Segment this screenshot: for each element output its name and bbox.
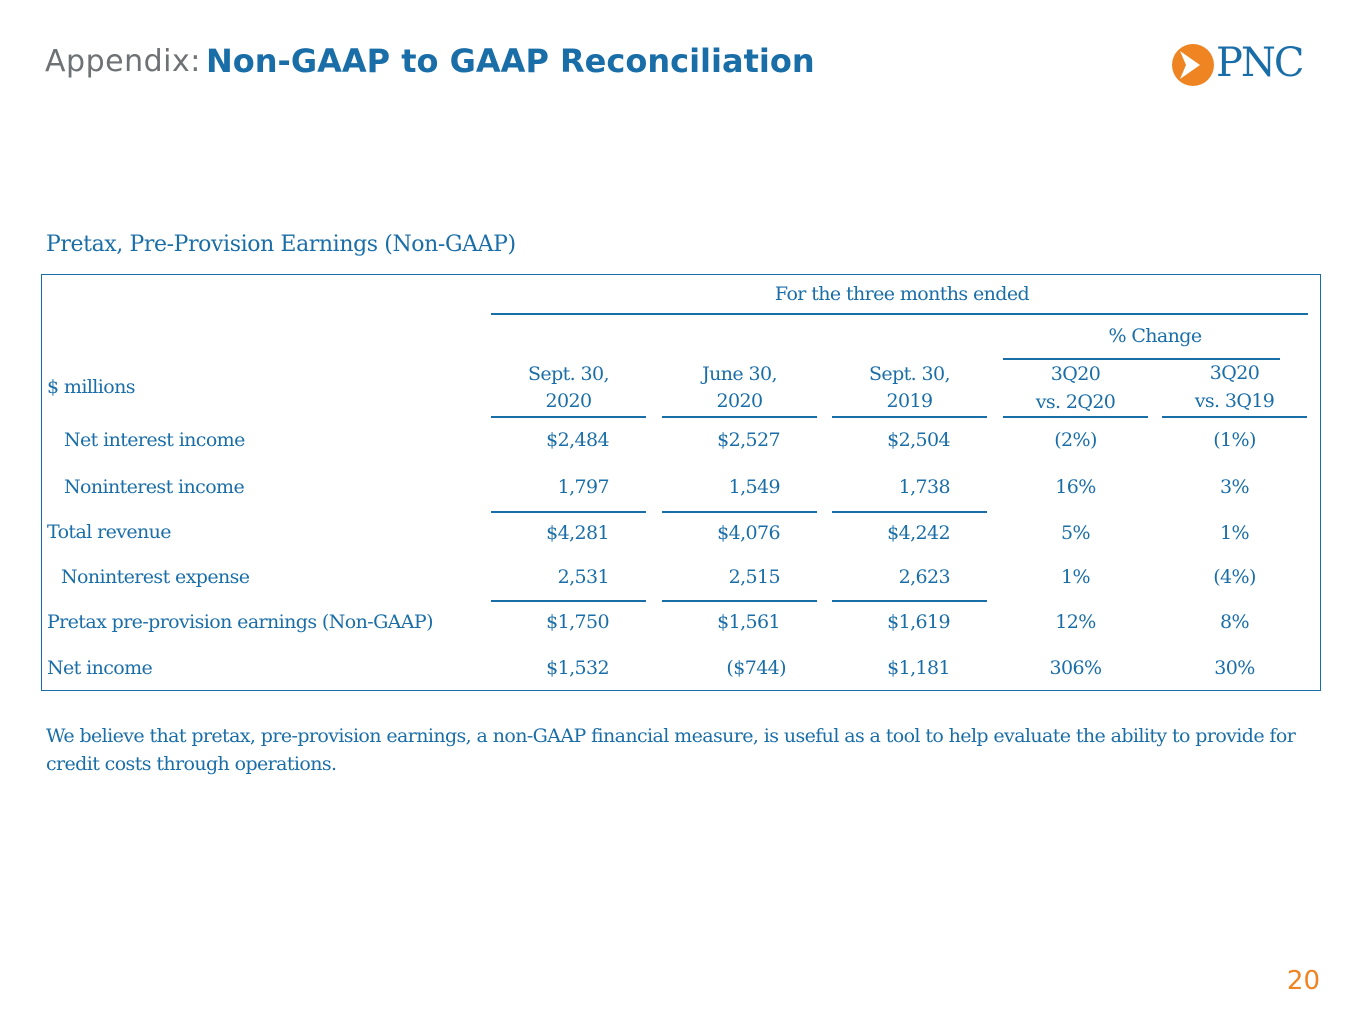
subtotal-rule xyxy=(662,600,817,602)
col-header-2-line2: 2020 xyxy=(716,390,764,412)
table-cell: $1,561 xyxy=(717,611,780,633)
row-label: Pretax pre-provision earnings (Non-GAAP) xyxy=(47,611,433,633)
pnc-logo-icon xyxy=(1172,44,1214,86)
col-header-1-line1: Sept. 30, xyxy=(528,363,610,385)
subtotal-rule xyxy=(491,511,646,513)
col-header-3-line1: Sept. 30, xyxy=(869,363,951,385)
col-rule-5 xyxy=(1162,416,1307,418)
table-cell: 2,515 xyxy=(728,566,781,588)
page-number: 20 xyxy=(1286,966,1320,996)
section-title: Pretax, Pre-Provision Earnings (Non-GAAP… xyxy=(46,232,516,257)
col-header-4-line2: vs. 2Q20 xyxy=(1035,391,1116,413)
col-header-1-line2: 2020 xyxy=(545,390,593,412)
col-rule-4 xyxy=(1003,416,1148,418)
table-cell: $4,242 xyxy=(887,522,950,544)
table-cell: $2,484 xyxy=(546,429,609,451)
table-cell: 1,549 xyxy=(728,476,781,498)
row-label: Net income xyxy=(47,657,153,679)
table-cell: (2%) xyxy=(1054,429,1097,451)
table-cell: 2,623 xyxy=(898,566,951,588)
logo-text: PNC xyxy=(1216,40,1305,86)
table-cell: $2,504 xyxy=(887,429,950,451)
row-label: Total revenue xyxy=(47,521,172,543)
group-header: For the three months ended xyxy=(774,283,1030,305)
col-header-5-line1: 3Q20 xyxy=(1209,362,1260,384)
col-rule-1 xyxy=(491,416,646,418)
col-header-5-line2: vs. 3Q19 xyxy=(1194,390,1275,412)
table-cell: $1,750 xyxy=(546,611,609,633)
group-header-rule xyxy=(491,313,1308,315)
col-header-2-line1: June 30, xyxy=(702,363,777,385)
table-cell: $4,076 xyxy=(717,522,780,544)
table-cell: 1% xyxy=(1220,522,1250,544)
table-cell: 1,797 xyxy=(557,476,610,498)
table-cell: $2,527 xyxy=(717,429,780,451)
table-cell: $1,619 xyxy=(887,611,950,633)
subtotal-rule xyxy=(832,511,987,513)
table-cell: (4%) xyxy=(1213,566,1256,588)
col-header-4-line1: 3Q20 xyxy=(1050,363,1101,385)
page-title: Non-GAAP to GAAP Reconciliation xyxy=(206,42,815,80)
table-cell: 1,738 xyxy=(898,476,951,498)
title-prefix: Appendix: xyxy=(45,44,201,79)
col-rule-3 xyxy=(832,416,987,418)
table-cell: 2,531 xyxy=(557,566,610,588)
subtotal-rule xyxy=(491,600,646,602)
col-rule-2 xyxy=(662,416,817,418)
units-label: $ millions xyxy=(47,376,135,398)
change-header-rule xyxy=(1003,358,1280,360)
table-cell: 3% xyxy=(1220,476,1250,498)
change-header: % Change xyxy=(1108,325,1202,347)
table-cell: $4,281 xyxy=(546,522,609,544)
table-cell: 12% xyxy=(1055,611,1096,633)
row-label: Noninterest expense xyxy=(61,566,250,588)
footnote: We believe that pretax, pre-provision ea… xyxy=(46,725,1296,775)
table-cell: ($744) xyxy=(726,657,786,679)
table-cell: (1%) xyxy=(1213,429,1256,451)
row-label: Noninterest income xyxy=(64,476,245,498)
reconciliation-table: For the three months ended % Change $ mi… xyxy=(41,274,1321,691)
table-cell: 1% xyxy=(1061,566,1091,588)
subtotal-rule xyxy=(662,511,817,513)
table-cell: $1,181 xyxy=(887,657,950,679)
table-cell: 8% xyxy=(1220,611,1250,633)
table-cell: 5% xyxy=(1061,522,1091,544)
table-cell: $1,532 xyxy=(546,657,609,679)
row-label: Net interest income xyxy=(64,429,245,451)
table-cell: 16% xyxy=(1055,476,1096,498)
pnc-logo: PNC xyxy=(1170,40,1322,88)
col-header-3-line2: 2019 xyxy=(886,390,934,412)
subtotal-rule xyxy=(832,600,987,602)
table-cell: 30% xyxy=(1214,657,1255,679)
table-cell: 306% xyxy=(1049,657,1103,679)
